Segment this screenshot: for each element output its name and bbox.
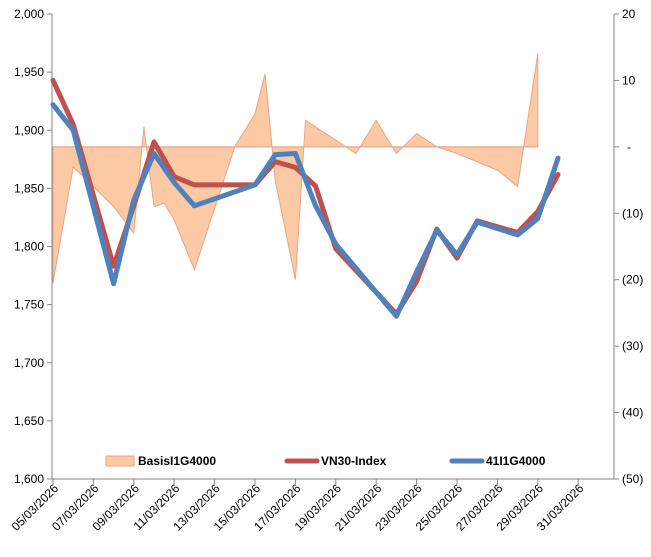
right-axis-tick-label: - bbox=[627, 140, 631, 154]
left-axis-tick-label: 1,850 bbox=[14, 181, 44, 195]
left-axis-tick-label: 1,900 bbox=[14, 123, 44, 137]
left-axis-tick-label: 1,700 bbox=[14, 356, 44, 370]
right-axis-tick-label: (20) bbox=[622, 273, 643, 287]
right-axis-tick-label: (30) bbox=[622, 339, 643, 353]
series-41i1g4000-line bbox=[50, 102, 561, 319]
left-axis-tick-label: 2,000 bbox=[14, 7, 44, 21]
left-axis-tick-label: 1,650 bbox=[14, 414, 44, 428]
legend-basis-swatch bbox=[105, 455, 135, 467]
right-axis-tick-label: (50) bbox=[622, 472, 643, 486]
left-axis-tick-label: 1,600 bbox=[14, 472, 44, 486]
legend-basis-label: BasisI1G4000 bbox=[138, 454, 216, 468]
right-axis-tick-label: 20 bbox=[622, 7, 636, 21]
right-axis-tick-label: (40) bbox=[622, 406, 643, 420]
right-axis-tick-label: (10) bbox=[622, 206, 643, 220]
left-axis-tick-label: 1,750 bbox=[14, 298, 44, 312]
right-axis-tick-label: 10 bbox=[622, 73, 636, 87]
legend-vn30-label: VN30-Index bbox=[321, 454, 387, 468]
left-axis-tick-label: 1,800 bbox=[14, 240, 44, 254]
legend-41i1g4000-label: 41I1G4000 bbox=[486, 454, 546, 468]
left-axis-tick-label: 1,950 bbox=[14, 65, 44, 79]
